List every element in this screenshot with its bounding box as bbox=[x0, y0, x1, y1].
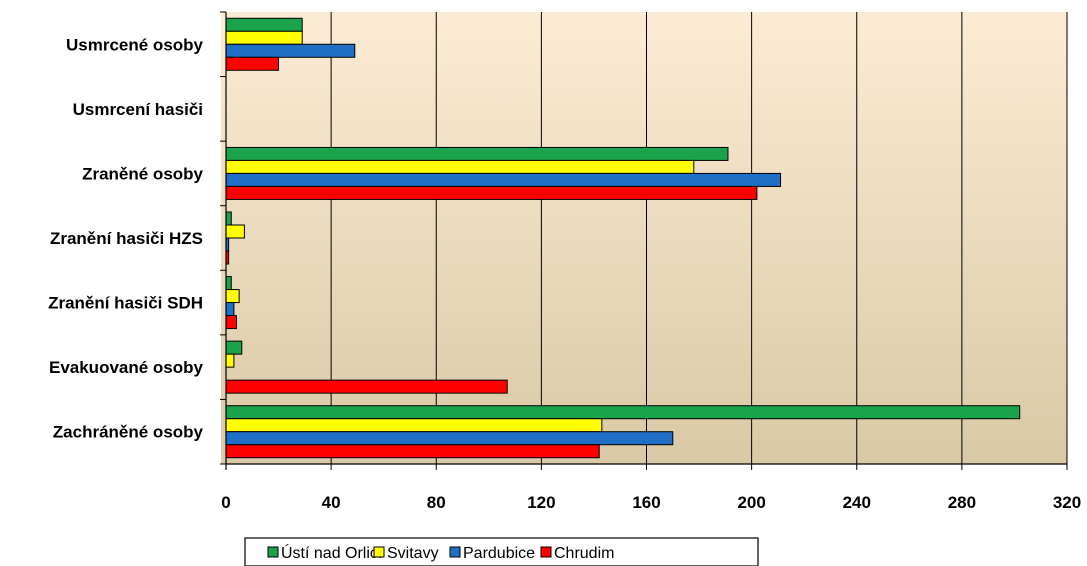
category-labels: Usmrcené osoby Usmrcení hasiči Zraněné oso… bbox=[48, 35, 203, 441]
bar bbox=[225, 315, 238, 330]
x-tick-label: 40 bbox=[322, 493, 341, 512]
category-label: Zranění hasiči SDH bbox=[48, 294, 203, 313]
legend-swatch bbox=[540, 546, 552, 558]
legend-label: Pardubice bbox=[463, 545, 535, 562]
x-tick-label: 120 bbox=[527, 493, 555, 512]
category-label: Evakuované osoby bbox=[49, 358, 204, 377]
legend-frame bbox=[244, 537, 759, 566]
legend-label: Chrudim bbox=[554, 545, 614, 562]
bar bbox=[225, 431, 674, 446]
x-tick-label: 320 bbox=[1053, 493, 1081, 512]
category-label: Usmrcení hasiči bbox=[73, 100, 203, 119]
bar bbox=[225, 289, 240, 304]
bar bbox=[225, 185, 758, 200]
tick-labels: 0 40 80 120 160 200 240 280 320 bbox=[221, 493, 1081, 512]
legend-swatch bbox=[373, 546, 385, 558]
bar bbox=[225, 43, 356, 58]
bar bbox=[225, 224, 245, 239]
bar bbox=[225, 405, 1021, 420]
x-tick-label: 0 bbox=[221, 493, 230, 512]
legend-swatch bbox=[267, 546, 279, 558]
x-tick-label: 240 bbox=[843, 493, 871, 512]
bar bbox=[225, 159, 695, 174]
axes bbox=[220, 11, 1068, 470]
bar bbox=[225, 146, 729, 161]
x-tick-label: 160 bbox=[632, 493, 660, 512]
bar bbox=[225, 353, 235, 368]
bar bbox=[225, 172, 782, 187]
bar bbox=[225, 211, 232, 226]
bar bbox=[225, 276, 232, 291]
category-label: Zachráněné osoby bbox=[53, 423, 204, 442]
bar bbox=[225, 340, 243, 355]
x-tick-label: 280 bbox=[948, 493, 976, 512]
bar bbox=[225, 379, 508, 394]
x-tick-label: 200 bbox=[737, 493, 765, 512]
bar bbox=[225, 444, 600, 459]
bars bbox=[225, 17, 1021, 459]
bar bbox=[225, 17, 303, 32]
category-label: Usmrcené osoby bbox=[66, 35, 204, 54]
plot-area bbox=[221, 12, 1067, 464]
bar bbox=[225, 30, 303, 45]
gridlines bbox=[330, 12, 1068, 464]
legend-swatch bbox=[449, 546, 461, 558]
bar bbox=[225, 302, 235, 317]
legend-label: Ústí nad Orlicí bbox=[281, 543, 383, 562]
bar bbox=[225, 56, 280, 71]
legend: Ústí nad Orlicí Svitavy Pardubice Chrudim bbox=[244, 537, 759, 566]
category-label: Zraněné osoby bbox=[82, 164, 203, 183]
legend-label: Svitavy bbox=[387, 545, 439, 562]
x-tick-label: 80 bbox=[427, 493, 446, 512]
category-label: Zranění hasiči HZS bbox=[50, 229, 203, 248]
bar bbox=[225, 418, 603, 433]
